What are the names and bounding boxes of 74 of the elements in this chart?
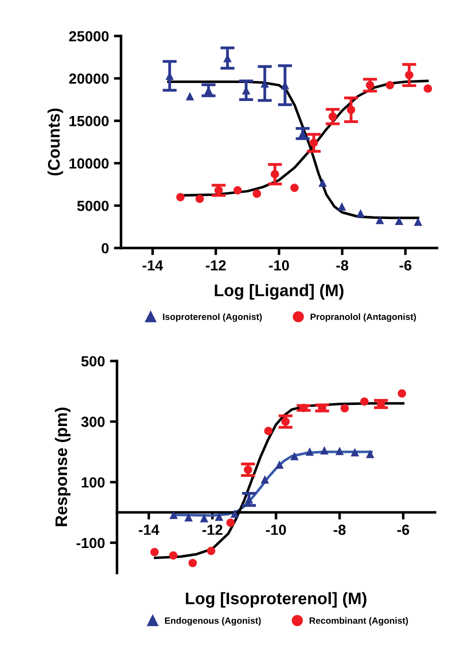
point: [264, 426, 273, 436]
point: [424, 84, 432, 93]
y-tick-label: -100: [76, 538, 105, 548]
point: [310, 138, 318, 148]
point: [252, 190, 262, 198]
x-tick-label: -8: [334, 524, 346, 535]
legend-label: Endogenous (Agonist): [165, 617, 261, 626]
point: [398, 389, 406, 398]
point: [414, 218, 422, 226]
point: [405, 70, 414, 80]
x-tick-label: -14: [138, 524, 160, 535]
point: [376, 216, 384, 224]
point: [230, 509, 239, 518]
point: [306, 447, 314, 456]
point: [318, 178, 327, 187]
x-tick-label: -6: [397, 524, 410, 535]
point: [226, 518, 235, 527]
point: [386, 81, 394, 90]
point: [290, 184, 299, 192]
point: [350, 448, 360, 456]
y-tick-label: 15000: [70, 116, 109, 126]
point: [186, 92, 194, 100]
x-tick-label: -12: [202, 524, 222, 535]
point: [300, 404, 308, 412]
x-tick-label: -6: [399, 260, 412, 271]
y-tick-label: 25000: [69, 31, 109, 42]
point: [176, 192, 185, 202]
legend-label: Recombinant (Agonist): [310, 617, 408, 626]
y-axis-title: Response (pm): [54, 408, 70, 526]
point: [328, 112, 337, 121]
point: [150, 548, 159, 556]
x-axis-title: Log [Isoproterenol] (M): [186, 592, 366, 608]
point: [169, 551, 178, 560]
x-tick-label: -10: [266, 524, 286, 535]
point: [394, 216, 404, 226]
point: [214, 186, 223, 195]
point: [188, 558, 197, 568]
legend-label: Propranolol (Antagonist): [310, 313, 416, 322]
y-tick-label: 300: [81, 416, 105, 428]
point: [335, 446, 344, 456]
point: [270, 170, 280, 178]
point: [169, 510, 178, 520]
point: [233, 186, 242, 195]
x-tick-label: -14: [142, 260, 164, 270]
x-tick-label: -8: [336, 260, 348, 271]
x-axis-title: Log [Ligand] (M): [214, 284, 344, 300]
point: [346, 106, 356, 114]
y-tick-label: 10000: [70, 158, 109, 169]
point: [196, 194, 204, 203]
x-tick-label: -10: [269, 260, 289, 271]
point: [290, 452, 299, 460]
point: [366, 450, 374, 458]
point: [214, 512, 224, 521]
point: [360, 397, 369, 406]
point: [356, 209, 365, 218]
y-tick-label: 20000: [69, 74, 109, 84]
point: [184, 513, 193, 522]
y-tick-label: 0: [102, 243, 109, 254]
y-tick-label: 5000: [77, 200, 109, 212]
point: [200, 514, 208, 522]
point: [281, 417, 290, 426]
point: [275, 460, 284, 469]
point: [340, 404, 349, 412]
legend-label: Isoproterenol (Agonist): [163, 313, 262, 322]
y-axis-title: (Counts): [48, 108, 64, 176]
point: [366, 81, 374, 90]
point: [260, 475, 270, 484]
y-tick-label: 100: [82, 477, 105, 488]
point: [244, 466, 252, 474]
point: [338, 202, 346, 211]
point: [206, 546, 216, 556]
point: [320, 446, 329, 455]
y-tick-label: 500: [81, 356, 105, 366]
x-tick-label: -12: [206, 260, 226, 270]
